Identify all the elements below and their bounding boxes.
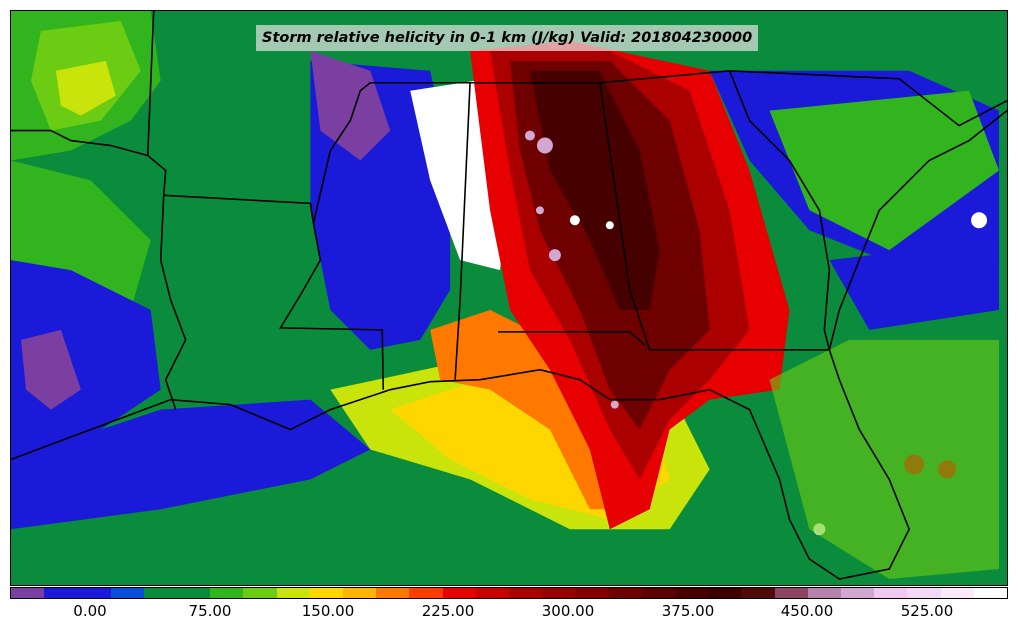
field-blue-w	[11, 260, 161, 460]
boundary-line	[470, 81, 830, 351]
colorbar-tick-label: 0.00	[73, 602, 107, 620]
field-purple-central	[310, 50, 391, 161]
colorbar-segment	[44, 588, 78, 598]
helicity-map	[11, 11, 1007, 585]
colorbar-segment	[973, 588, 1008, 598]
colorbar-segment	[110, 588, 144, 598]
colorbar-labels: 0.00 75.00 150.00 225.00 300.00 375.00 4…	[10, 602, 1008, 624]
white-spot-se	[971, 212, 988, 229]
colorbar-segment	[675, 588, 709, 598]
boundary-line	[498, 331, 646, 346]
colorbar-segment	[243, 588, 277, 598]
pink-spot	[569, 215, 580, 226]
colorbar-segment	[177, 588, 211, 598]
colorbar-segment	[210, 588, 244, 598]
colorbar-segment	[276, 588, 310, 598]
state-boundaries	[11, 11, 1007, 580]
colorbar-tick-label: 225.00	[421, 602, 475, 620]
colorbar-segment	[708, 588, 742, 598]
boundary-line	[11, 129, 167, 196]
field-purple-w	[20, 329, 81, 410]
colorbar-segment	[940, 588, 974, 598]
colorbar-segment	[309, 588, 344, 598]
colorbar-segment	[542, 588, 576, 598]
colorbar-tick-label: 375.00	[661, 602, 715, 620]
boundary-line	[279, 223, 385, 390]
boundary-line	[146, 11, 155, 156]
map-title-box: Storm relative helicity in 0-1 km (J/kg)…	[256, 25, 759, 51]
colorbar-segment	[442, 588, 476, 598]
colorbar-segment	[475, 588, 510, 598]
colorbar-segment	[874, 588, 908, 598]
colorbar-segment	[807, 588, 842, 598]
field-blue-east-coast	[829, 240, 1000, 330]
field-yellowspot-nw	[55, 60, 116, 116]
colorbar-segment	[608, 588, 642, 598]
pink-spot	[536, 137, 553, 154]
colorbar-segment	[11, 588, 45, 598]
boundary-line	[728, 70, 831, 351]
colorbar-segment	[143, 588, 178, 598]
colorbar-segment	[77, 588, 111, 598]
pink-spot	[610, 400, 619, 409]
colorbar-segment	[774, 588, 808, 598]
map-panel: Storm relative helicity in 0-1 km (J/kg)…	[10, 10, 1008, 586]
colorbar-tick-label: 75.00	[188, 602, 232, 620]
colorbar-segment	[907, 588, 941, 598]
boundary-line	[599, 69, 1007, 127]
pink-spot	[548, 249, 561, 262]
colorbar-segment	[376, 588, 410, 598]
pink-spot	[535, 206, 544, 215]
map-title: Storm relative helicity in 0-1 km (J/kg)…	[262, 30, 753, 46]
colorbar-tick-label: 450.00	[780, 602, 834, 620]
colorbar-tick-label: 300.00	[541, 602, 595, 620]
colorbar-tick-label: 150.00	[301, 602, 355, 620]
colorbar-segment	[575, 588, 609, 598]
colorbar-segment	[343, 588, 377, 598]
field-lightgreen-fl	[769, 339, 1000, 580]
colorbar-segment	[741, 588, 775, 598]
boundary-line	[312, 81, 471, 380]
boundary-line	[159, 195, 187, 410]
field-blue-gulf	[11, 399, 371, 530]
pink-spot	[605, 221, 614, 230]
colorbar	[10, 587, 1008, 599]
colorbar-segment	[409, 588, 443, 598]
boundary-line	[163, 194, 315, 224]
pink-spot	[524, 130, 535, 141]
coastline	[11, 110, 1007, 580]
colorbar-segment	[841, 588, 875, 598]
colorbar-segment	[641, 588, 676, 598]
field-darkest-plume	[529, 70, 660, 310]
colorbar-segment	[509, 588, 543, 598]
field-green-se	[769, 90, 1000, 251]
colorbar-tick-label: 525.00	[900, 602, 954, 620]
